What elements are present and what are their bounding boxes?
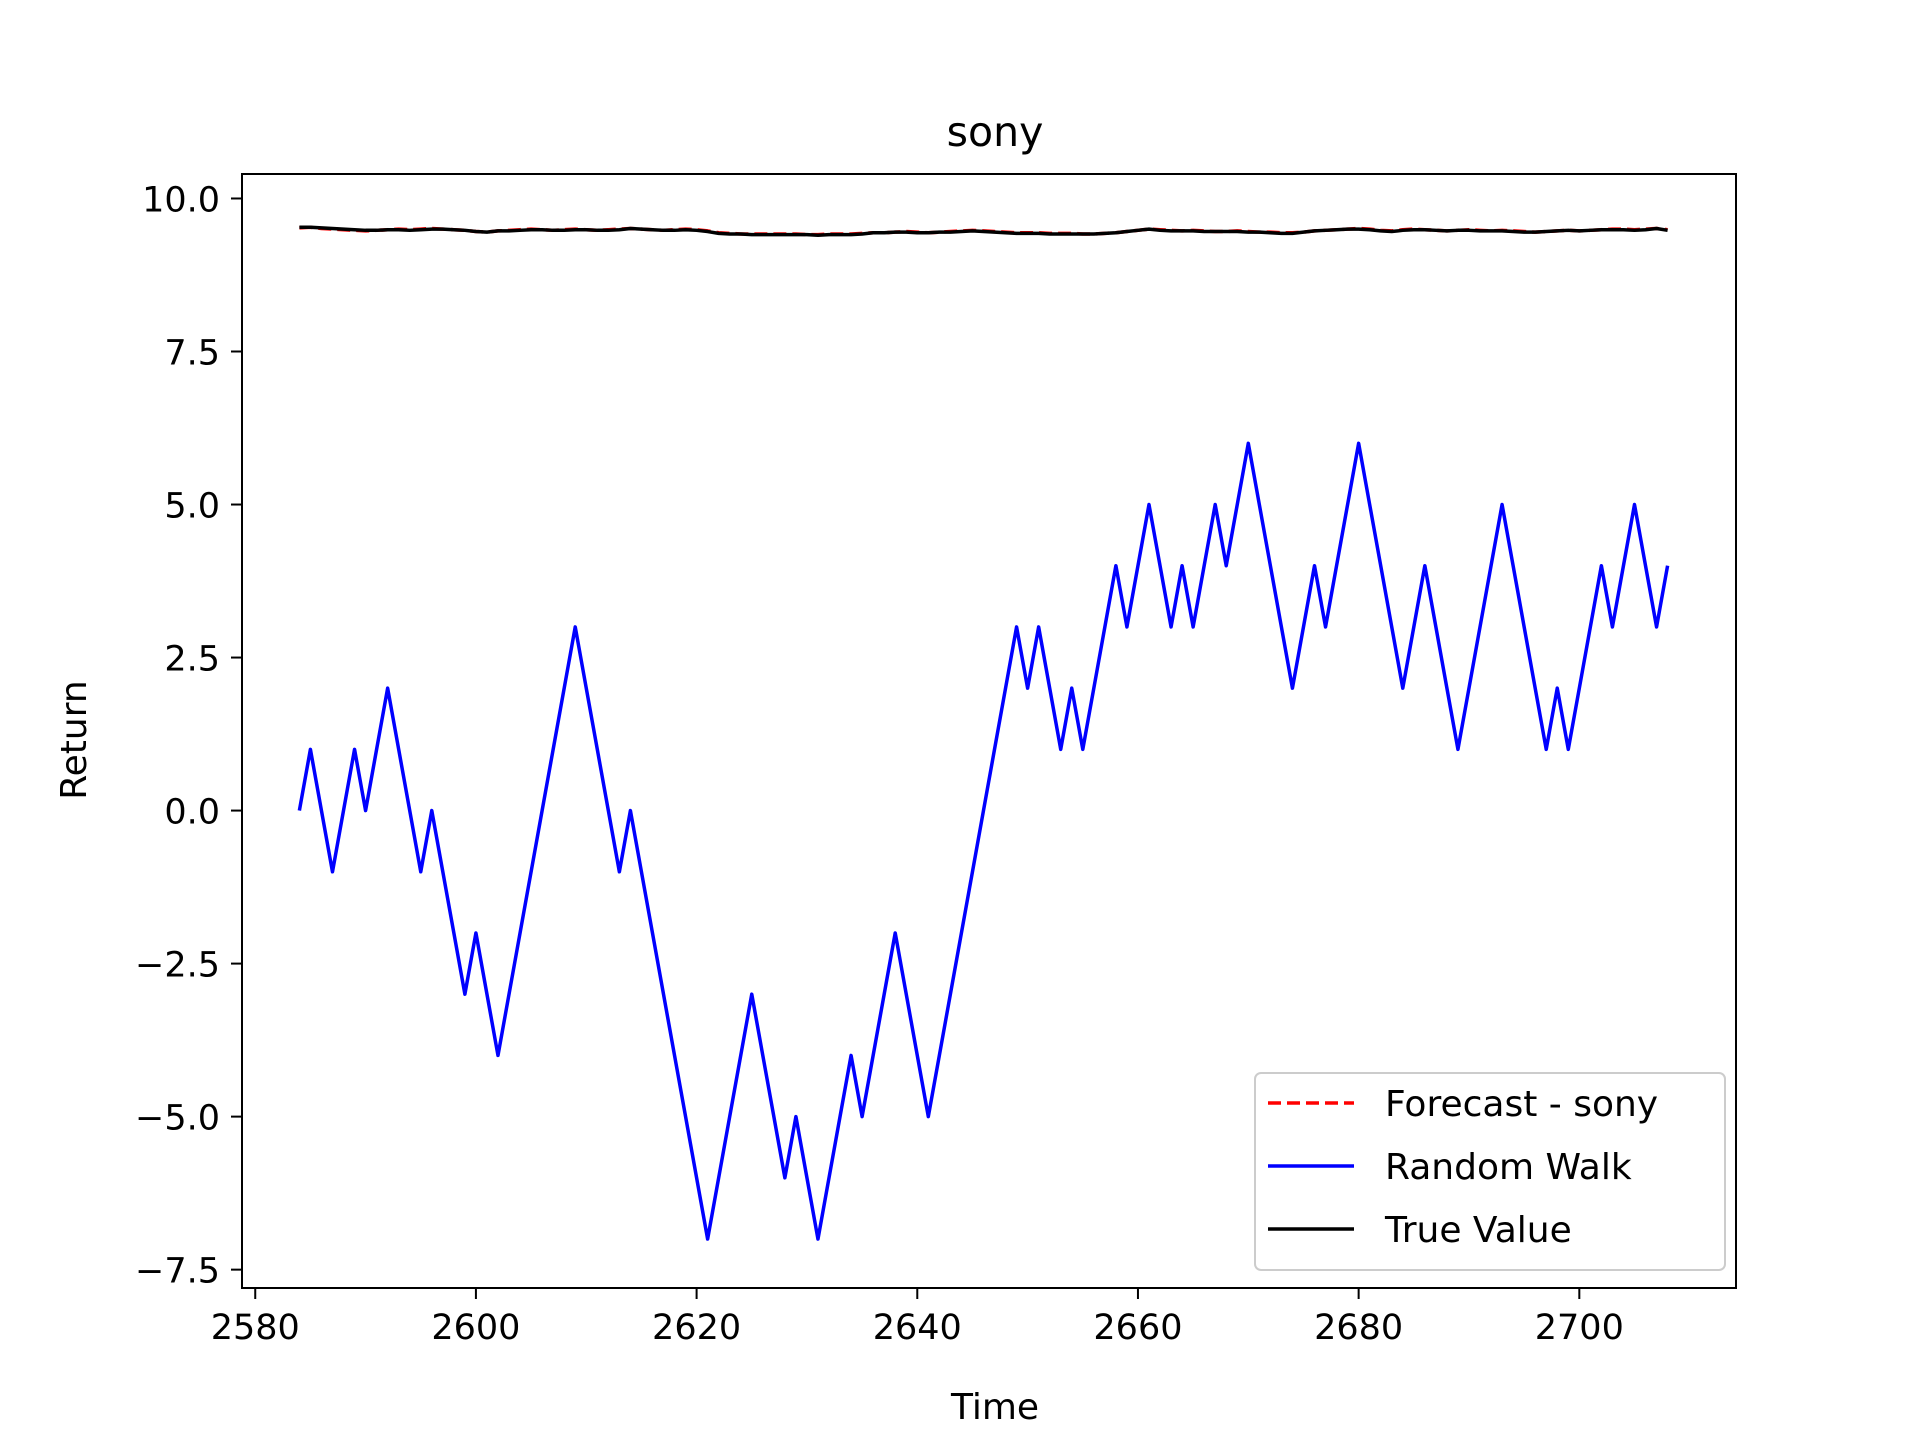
- y-tick-label: 0.0: [164, 793, 220, 833]
- x-axis-label: Time: [950, 1387, 1039, 1428]
- plot-frame: [241, 173, 1737, 1289]
- y-tick-label: −5.0: [135, 1099, 220, 1139]
- random-walk-line: [297, 441, 1670, 1241]
- chart-title: sony: [947, 108, 1044, 156]
- y-axis-label: Return: [54, 680, 95, 799]
- legend-random-walk-label: Random Walk: [1385, 1147, 1632, 1188]
- y-tick-label: 7.5: [164, 334, 220, 374]
- legend-true-value-label: True Value: [1384, 1210, 1572, 1251]
- series-layer: [297, 225, 1670, 1241]
- y-tick-label: 10.0: [142, 180, 220, 220]
- x-tick-label: 2680: [1314, 1308, 1403, 1348]
- true-value-line: [299, 225, 1668, 237]
- y-tick-label: 2.5: [164, 640, 220, 680]
- y-tick-label: −2.5: [135, 946, 220, 986]
- x-tick-label: 2660: [1093, 1308, 1182, 1348]
- x-tick-label: 2620: [652, 1308, 741, 1348]
- x-tick-label: 2640: [873, 1308, 962, 1348]
- legend: Forecast - sony Random Walk True Value: [1254, 1072, 1726, 1271]
- y-tick-label: −7.5: [135, 1252, 220, 1292]
- x-tick-label: 2580: [211, 1308, 300, 1348]
- legend-forecast-label: Forecast - sony: [1385, 1084, 1658, 1125]
- y-tick-label: 5.0: [164, 487, 220, 527]
- legend-box: [1254, 1072, 1726, 1271]
- x-tick-label: 2700: [1535, 1308, 1624, 1348]
- x-tick-label: 2600: [431, 1308, 520, 1348]
- axis-layer: 2580 2600 2620 2640 2660 2680 2700 10.0 7.5 5.0 2.…: [135, 180, 1624, 1348]
